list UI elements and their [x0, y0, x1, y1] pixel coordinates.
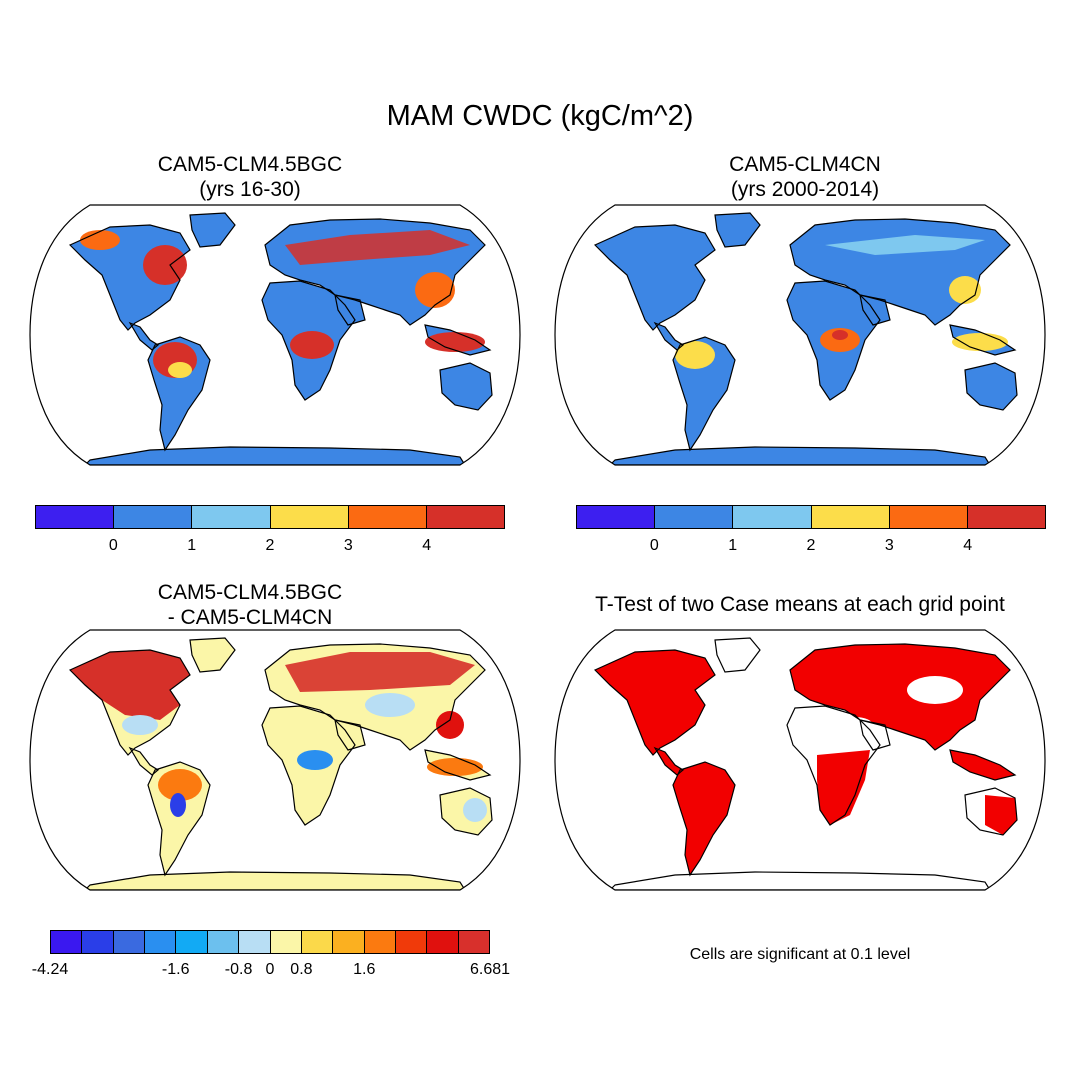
colorbar-tick-label: 1	[187, 537, 197, 554]
hotspot-boreal	[285, 652, 475, 692]
colorbar-swatch	[427, 931, 459, 953]
colorbar-swatch	[82, 931, 114, 953]
colorbar-tick-label: 1	[728, 537, 738, 554]
sig-australia	[985, 795, 1017, 835]
colorbar-difference	[50, 930, 490, 954]
colorbar-tick-label: 4	[963, 537, 973, 554]
colorbar-swatch	[395, 931, 428, 953]
colorbar-swatch	[145, 931, 177, 953]
nonsig-mideast	[837, 717, 873, 733]
colorbar-tick-label: 0	[265, 961, 275, 978]
hotspot-east-asia	[415, 272, 455, 308]
panel-title-line2: (yrs 16-30)	[199, 178, 301, 201]
hotspot-na	[70, 650, 190, 720]
colorbar-labels-model-bgc: 0 1 2 3 4	[35, 537, 505, 557]
colorbar-swatch	[114, 506, 193, 528]
colorbar-tick-label: 2	[265, 537, 275, 554]
map-difference	[29, 629, 521, 891]
hotspot-amazon	[675, 341, 715, 369]
colorbar-swatch	[333, 931, 365, 953]
colorbar-swatch	[301, 931, 334, 953]
panel-title-bottom-left: CAM5-CLM4.5BGC - CAM5-CLM4CN	[125, 580, 375, 630]
panel-title-line2: (yrs 2000-2014)	[730, 178, 880, 201]
hotspot-east-na	[143, 245, 187, 285]
hotspot-central-asia	[365, 693, 415, 717]
colorbar-swatch	[364, 931, 396, 953]
hotspot-congo-neg	[297, 750, 333, 770]
colorbar-swatch	[270, 931, 302, 953]
colorbar-tick-label: -4.24	[31, 961, 69, 978]
hotspot-sw-na	[122, 715, 158, 735]
panel-title-bottom-right: T-Test of two Case means at each grid po…	[595, 593, 1005, 616]
hotspot-nw-na	[80, 230, 120, 250]
panel-title-top-right: CAM5-CLM4CN (yrs 2000-2014)	[680, 152, 930, 202]
nonsig-central-asia	[907, 676, 963, 704]
colorbar-swatch	[239, 931, 271, 953]
hotspot-boreal	[285, 230, 470, 265]
colorbar-tick-label: -1.6	[161, 961, 190, 978]
hotspot-congo-core	[832, 330, 848, 340]
hotspot-amazon-inner	[168, 362, 192, 378]
colorbar-tick-label: -0.8	[224, 961, 253, 978]
panel-title-line1: CAM5-CLM4.5BGC	[157, 153, 343, 176]
colorbar-swatch	[176, 931, 208, 953]
colorbar-labels-model-cn: 0 1 2 3 4	[576, 537, 1046, 557]
hotspot-congo	[290, 331, 334, 359]
figure-title: MAM CWDC (kgC/m^2)	[386, 100, 694, 132]
colorbar-swatch	[113, 931, 146, 953]
colorbar-swatch	[270, 506, 349, 528]
colorbar-swatch	[967, 506, 1046, 528]
colorbar-tick-label: 3	[343, 537, 353, 554]
colorbar-swatch	[36, 506, 115, 528]
panel-title-line2: - CAM5-CLM4CN	[167, 606, 333, 629]
colorbar-tick-label: 1.6	[353, 961, 376, 978]
hotspot-east-asia	[436, 711, 464, 739]
colorbar-swatch	[811, 506, 890, 528]
map-model-bgc	[29, 204, 521, 466]
hotspot-boreal	[825, 235, 985, 255]
map-model-cn	[554, 204, 1046, 466]
colorbar-tick-label: 0	[108, 537, 118, 554]
map-ttest	[554, 629, 1046, 891]
sig-southern-africa	[817, 750, 870, 825]
colorbar-swatch	[207, 931, 240, 953]
colorbar-swatch	[51, 931, 83, 953]
colorbar-tick-label: 2	[806, 537, 816, 554]
colorbar-swatch	[426, 506, 505, 528]
colorbar-swatch	[577, 506, 656, 528]
hotspot-australia	[463, 798, 487, 822]
colorbar-swatch	[458, 931, 490, 953]
hotspot-sea	[425, 332, 485, 352]
colorbar-swatch	[348, 506, 427, 528]
colorbar-tick-label: 6.681	[469, 961, 511, 978]
colorbar-tick-label: 0	[649, 537, 659, 554]
colorbar-swatch	[889, 506, 968, 528]
colorbar-model-cn	[576, 505, 1046, 529]
colorbar-tick-label: 4	[422, 537, 432, 554]
colorbar-labels-difference: -4.24 -1.6 -0.8 0 0.8 1.6 6.681	[32, 961, 510, 981]
panel-title-top-left: CAM5-CLM4.5BGC (yrs 16-30)	[125, 152, 375, 202]
hotspot-amazon	[158, 769, 202, 801]
hotspot-amazon-neg	[170, 793, 186, 817]
panel-title-line1: CAM5-CLM4.5BGC	[157, 581, 343, 604]
panel-title-line1: CAM5-CLM4CN	[729, 153, 881, 176]
colorbar-swatch	[655, 506, 734, 528]
colorbar-model-bgc	[35, 505, 505, 529]
colorbar-swatch	[192, 506, 271, 528]
colorbar-tick-label: 3	[884, 537, 894, 554]
significance-note: Cells are significant at 0.1 level	[689, 946, 911, 963]
colorbar-swatch	[733, 506, 812, 528]
colorbar-tick-label: 0.8	[290, 961, 313, 978]
